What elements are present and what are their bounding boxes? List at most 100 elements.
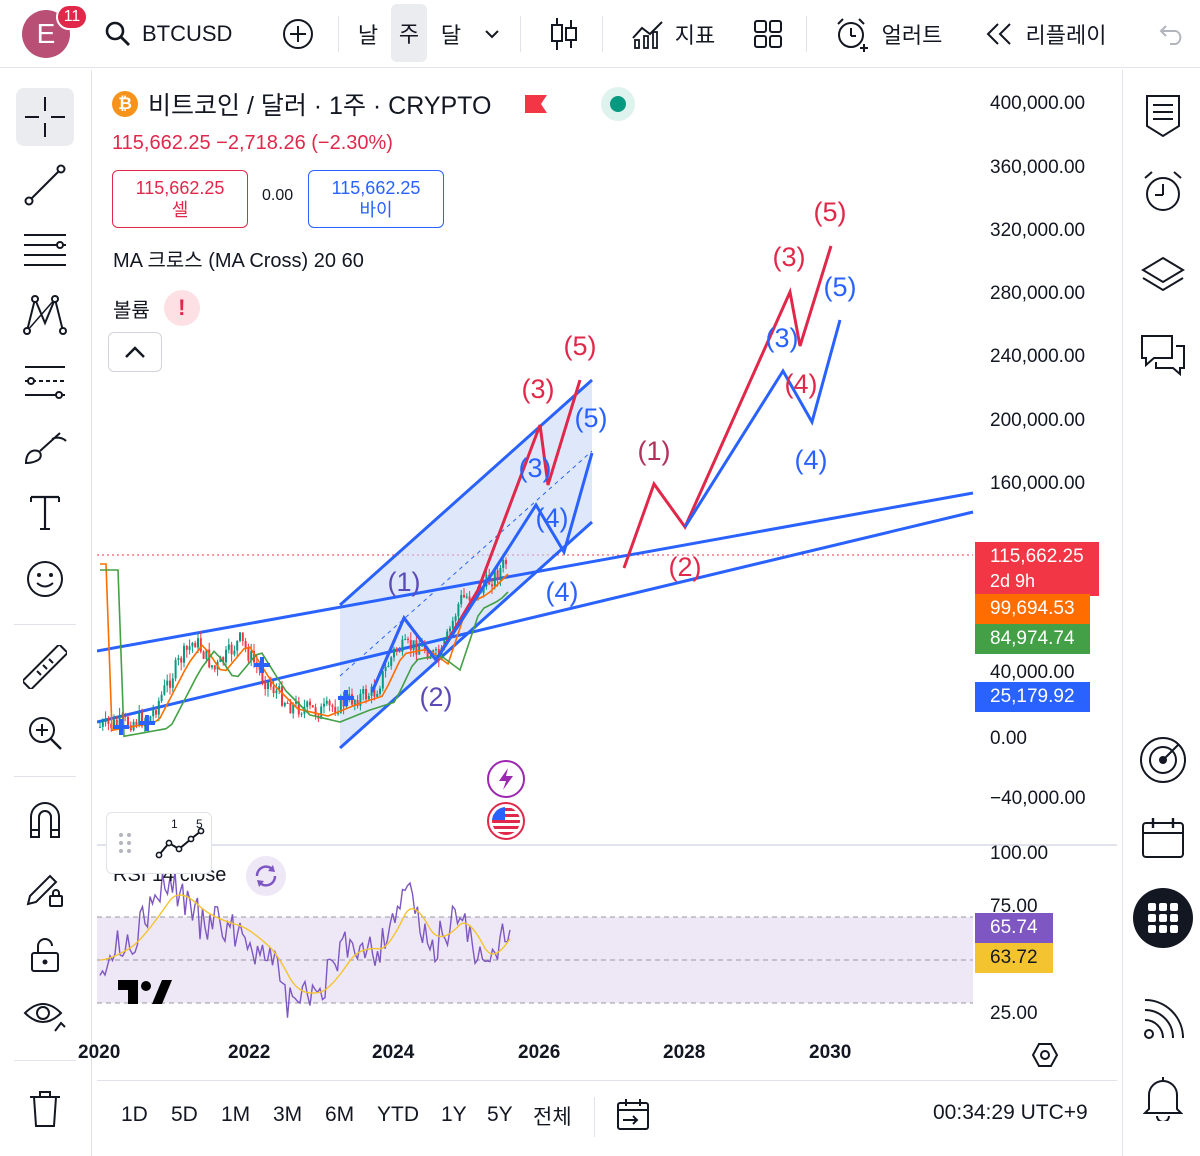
chart-type-button[interactable] [544,6,584,62]
fib-retracement-tool[interactable] [16,220,74,278]
buy-button[interactable]: 115,662.25 바이 [308,170,444,228]
candle-body [502,560,505,568]
volume-label: 볼륨 [113,299,150,322]
volume-legend[interactable]: 볼륨 ! [113,290,200,326]
alerts-button[interactable]: 얼러트 [828,6,948,62]
timeframe-dropdown[interactable] [478,6,506,62]
event-us-flag-icon[interactable] [487,802,525,840]
calendar-button[interactable] [1135,810,1191,866]
go-to-date-button[interactable] [615,1097,651,1138]
candle-body [169,680,171,688]
brush-tool[interactable] [16,418,74,476]
trendline[interactable] [97,491,974,653]
range-1m[interactable]: 1M [221,1103,251,1126]
crosshair-tool[interactable] [16,88,74,146]
range-ytd[interactable]: YTD [377,1103,419,1126]
market-status-icon [601,87,636,121]
warning-icon[interactable]: ! [163,290,200,326]
candle-body [283,702,286,706]
pattern-tool[interactable] [16,286,74,344]
chats-button[interactable] [1135,326,1191,382]
blue-wave-projection[interactable] [683,319,842,528]
range-5y[interactable]: 5Y [487,1103,513,1126]
collapse-legend-button[interactable] [108,332,162,372]
chart-settings-button[interactable] [1031,1042,1059,1068]
object-tree-button[interactable] [1135,246,1191,302]
wave-label: (4) [536,503,569,533]
range-all[interactable]: 전체 [533,1106,572,1129]
watchlist-button[interactable] [1135,88,1191,144]
hide-drawings-tool[interactable] [16,986,74,1044]
timeframe-week[interactable]: 주 [391,4,427,62]
rsi-axis-label: 100.00 [990,843,1049,864]
text-tool[interactable] [16,484,74,542]
symbol-search-button[interactable]: BTCUSD [104,6,254,62]
bitcoin-icon: ₿ [112,91,138,117]
range-1d[interactable]: 1D [121,1103,148,1126]
notifications-button[interactable] [1135,1070,1191,1126]
more-apps-button[interactable] [1133,888,1193,948]
emoji-tool[interactable] [16,550,74,608]
compare-symbol-button[interactable] [276,6,320,62]
candle-body [199,638,202,652]
bar-countdown: 2d 9h [990,571,1036,591]
alerts-panel-button[interactable] [1135,164,1191,220]
range-5d[interactable]: 5D [171,1103,198,1126]
hotlists-button[interactable] [1135,732,1191,788]
wave-label: (5) [824,272,857,302]
magnet-tool[interactable] [16,792,74,850]
trend-line-tool[interactable] [16,156,74,214]
delete-drawings-tool[interactable] [16,1080,74,1138]
drawing-toolbar [0,70,92,1156]
lock-drawings-edit-tool[interactable] [16,858,74,916]
range-1y[interactable]: 1Y [441,1103,467,1126]
elliott-wave-icon [155,827,205,859]
chart-canvas[interactable]: (1) (2) (3) (3) (4) (4) (5) (5) (1) (2) (3) (3) (4) (… [97,74,1117,1080]
rsi-axis-label: 25.00 [990,1003,1038,1024]
event-lightning-icon[interactable] [487,760,525,798]
red-wave-projection[interactable] [622,245,833,569]
tradingview-logo[interactable] [116,976,172,1008]
streams-button[interactable] [1135,992,1191,1048]
symbol-legend[interactable]: ₿ 비트코인 / 달러 · 1주 · CRYPTO [112,86,636,122]
measure-tool[interactable] [16,638,74,696]
candle-body [227,644,230,650]
candle-body [247,647,250,661]
blue-wave-channel[interactable] [370,452,594,693]
candle-body [297,701,300,715]
elliott-wave-widget[interactable]: 1 5 [106,812,212,874]
wave-label: (4) [546,577,579,607]
replay-button[interactable]: 리플레이 [978,6,1112,62]
range-3m[interactable]: 3M [273,1103,303,1126]
clock-timezone[interactable]: 00:34:29 UTC+9 [933,1101,1088,1124]
candle-body [463,594,465,598]
buy-price: 115,662.25 [331,178,421,198]
undo-button[interactable] [1152,6,1192,62]
indicators-button[interactable]: 지표 [626,6,720,62]
zoom-in-tool[interactable] [16,704,74,762]
layout-button[interactable] [748,6,788,62]
candle-body [233,650,236,655]
trendline[interactable] [97,510,974,724]
sell-button[interactable]: 115,662.25 셀 [112,170,248,228]
flag-icon[interactable] [523,93,549,115]
forecast-tool[interactable] [16,352,74,410]
candle-body [435,649,437,651]
price-axis-label: 360,000.00 [990,157,1086,178]
lock-all-tool[interactable] [16,926,74,984]
channel-upper-line[interactable] [339,378,593,607]
range-6m[interactable]: 6M [325,1103,355,1126]
ma-fast-line [100,563,509,732]
candle-body [213,665,216,670]
tv-logo-icon [118,980,172,1004]
candle-body [348,694,351,698]
rsi-settings-badge[interactable] [246,856,286,896]
candle-body [323,703,325,707]
candle-body [225,649,227,663]
wave-label: (3) [773,242,806,272]
timeframe-month[interactable]: 달 [433,6,469,62]
timeframe-day[interactable]: 날 [350,6,386,62]
chart-area[interactable]: (1) (2) (3) (3) (4) (4) (5) (5) (1) (2) (3) (3) (4) (… [97,74,1117,1080]
candle-body [407,639,409,641]
ma-cross-legend[interactable]: MA 크로스 (MA Cross) 20 60 [113,250,364,272]
